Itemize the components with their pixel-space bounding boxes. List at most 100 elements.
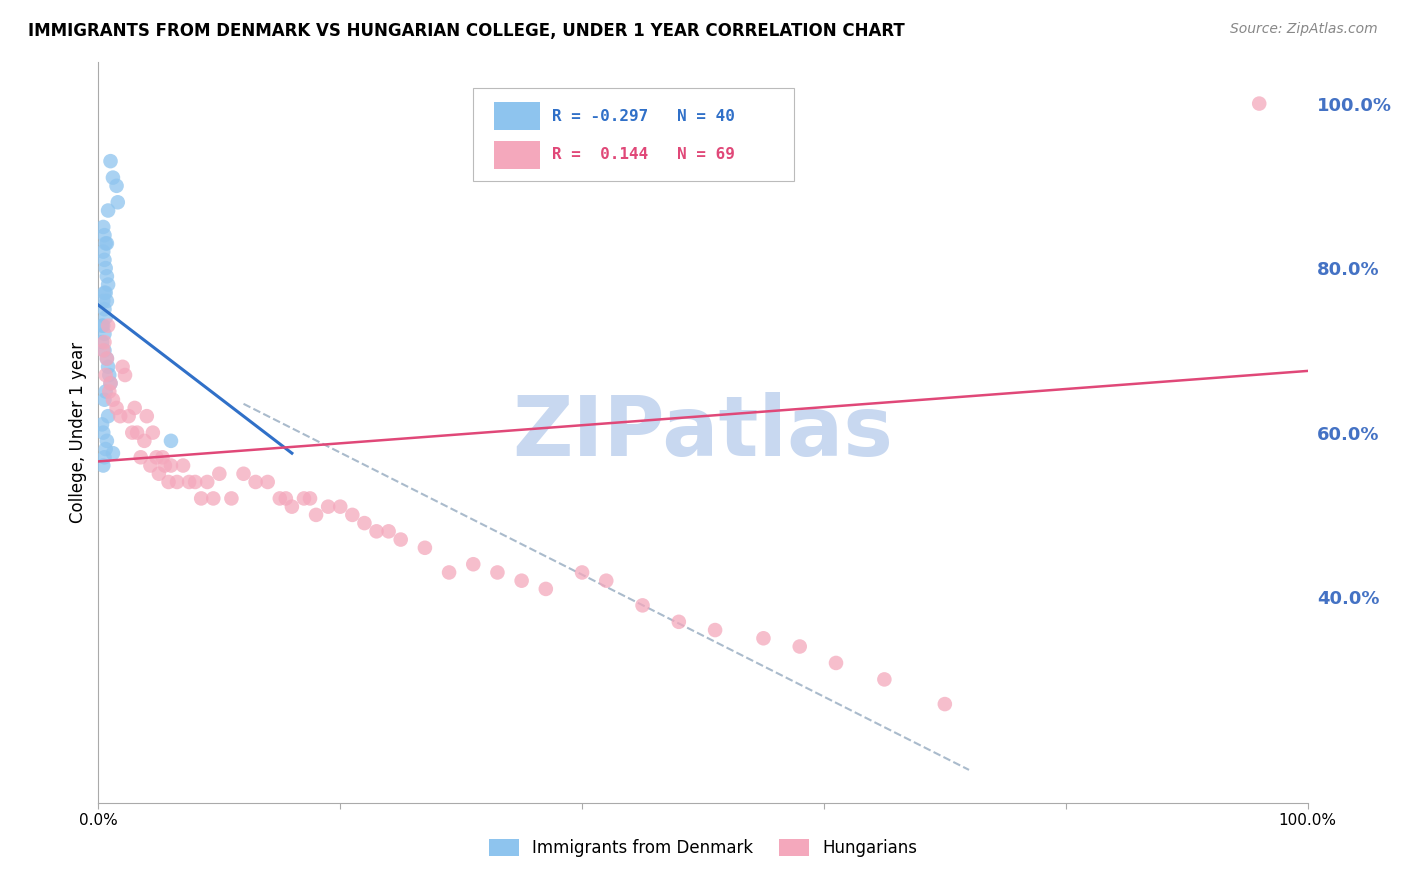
Point xyxy=(101,392,124,407)
Point xyxy=(101,170,124,185)
Text: ZIPatlas: ZIPatlas xyxy=(513,392,893,473)
Point xyxy=(107,195,129,210)
Point xyxy=(91,244,114,259)
Point xyxy=(94,442,117,456)
Point xyxy=(389,533,412,547)
Point xyxy=(91,343,114,358)
Legend: Immigrants from Denmark, Hungarians: Immigrants from Denmark, Hungarians xyxy=(489,839,917,857)
Point xyxy=(184,475,207,489)
Text: R = -0.297   N = 40: R = -0.297 N = 40 xyxy=(551,109,735,124)
Point xyxy=(752,632,775,646)
Point xyxy=(96,269,118,284)
Point xyxy=(94,261,117,276)
Point xyxy=(96,351,118,366)
Point xyxy=(305,508,328,522)
Point xyxy=(101,446,124,460)
Point xyxy=(96,293,118,308)
Point xyxy=(97,203,120,218)
Point xyxy=(93,450,115,465)
Point xyxy=(825,656,848,670)
Point xyxy=(93,326,115,341)
Point xyxy=(97,409,120,424)
Point xyxy=(316,500,339,514)
Point xyxy=(96,434,118,448)
Point xyxy=(195,475,218,489)
Point xyxy=(129,450,152,465)
Point xyxy=(100,376,122,391)
Point xyxy=(221,491,243,506)
Text: R =  0.144   N = 69: R = 0.144 N = 69 xyxy=(551,147,735,162)
Point xyxy=(437,566,460,580)
Point xyxy=(202,491,225,506)
Point xyxy=(148,467,170,481)
Point xyxy=(93,285,115,300)
Point xyxy=(96,236,118,251)
Point xyxy=(299,491,322,506)
Point xyxy=(91,458,114,473)
Point xyxy=(463,558,485,572)
FancyBboxPatch shape xyxy=(474,88,793,181)
Y-axis label: College, Under 1 year: College, Under 1 year xyxy=(69,342,87,524)
Point xyxy=(105,401,128,415)
Point xyxy=(94,368,117,382)
Point xyxy=(153,458,176,473)
Point xyxy=(94,236,117,251)
Point xyxy=(510,574,533,588)
Point xyxy=(486,566,509,580)
Point xyxy=(245,475,267,489)
Point xyxy=(100,154,122,169)
Point xyxy=(157,475,180,489)
Point xyxy=(873,673,896,687)
Point xyxy=(269,491,291,506)
Point xyxy=(111,359,134,374)
Point xyxy=(114,368,136,382)
Point xyxy=(94,310,117,325)
Point xyxy=(377,524,399,539)
Point xyxy=(160,434,183,448)
Point xyxy=(789,640,811,654)
Bar xyxy=(494,141,540,169)
Point xyxy=(94,384,117,399)
Point xyxy=(93,228,115,243)
Point xyxy=(571,566,593,580)
Bar xyxy=(494,103,540,130)
Point xyxy=(108,409,131,424)
Point xyxy=(135,409,157,424)
Point xyxy=(96,351,118,366)
Point xyxy=(91,335,114,350)
Point xyxy=(94,285,117,300)
Point xyxy=(134,434,156,448)
Point xyxy=(190,491,212,506)
Point xyxy=(274,491,297,506)
Point xyxy=(93,335,115,350)
Point xyxy=(93,392,115,407)
Point xyxy=(98,368,121,382)
Point xyxy=(93,252,115,267)
Point xyxy=(91,417,114,432)
Point xyxy=(124,401,146,415)
Point xyxy=(256,475,278,489)
Point xyxy=(353,516,375,530)
Point xyxy=(97,277,120,292)
Point xyxy=(281,500,304,514)
Point xyxy=(166,475,188,489)
Point xyxy=(93,302,115,317)
Point xyxy=(413,541,436,555)
Point xyxy=(97,318,120,333)
Point xyxy=(292,491,315,506)
Point xyxy=(139,458,162,473)
Point xyxy=(704,623,727,637)
Point xyxy=(91,318,114,333)
Point xyxy=(145,450,167,465)
Text: IMMIGRANTS FROM DENMARK VS HUNGARIAN COLLEGE, UNDER 1 YEAR CORRELATION CHART: IMMIGRANTS FROM DENMARK VS HUNGARIAN COL… xyxy=(28,22,905,40)
Point xyxy=(631,599,654,613)
Point xyxy=(118,409,141,424)
Point xyxy=(121,425,143,440)
Point xyxy=(91,425,114,440)
Point xyxy=(142,425,165,440)
Text: Source: ZipAtlas.com: Source: ZipAtlas.com xyxy=(1230,22,1378,37)
Point xyxy=(534,582,557,596)
Point xyxy=(232,467,254,481)
Point xyxy=(91,318,114,333)
Point xyxy=(93,343,115,358)
